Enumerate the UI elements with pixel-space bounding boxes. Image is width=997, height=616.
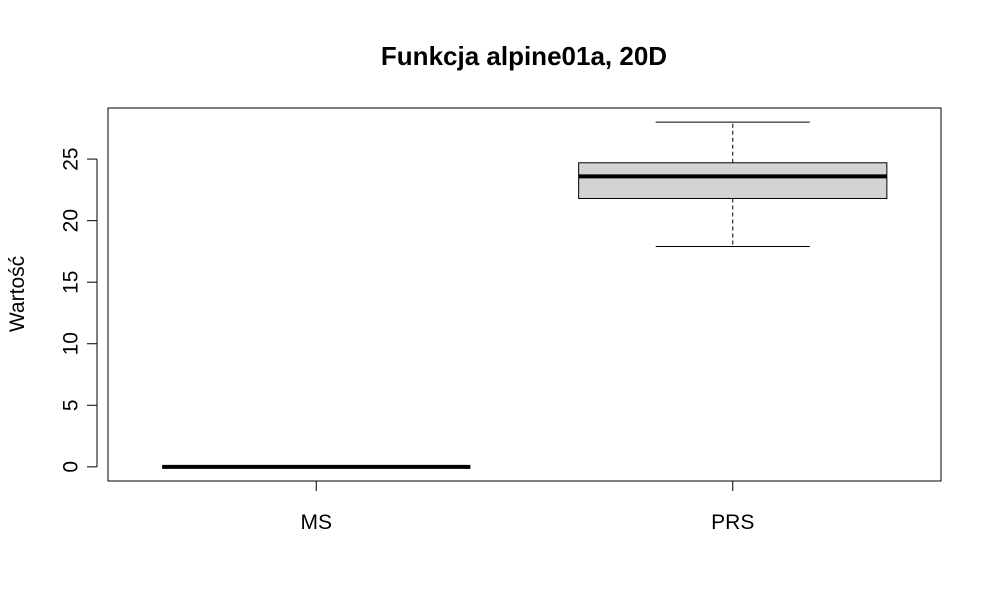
- y-tick-label: 10: [60, 332, 83, 355]
- y-tick-label: 20: [60, 209, 83, 232]
- y-axis-label: Wartość: [6, 256, 29, 332]
- chart-title: Funkcja alpine01a, 20D: [381, 41, 667, 71]
- plot-frame: [107, 107, 942, 482]
- x-tick-label: MS: [301, 511, 333, 534]
- box-prs: [578, 162, 888, 199]
- y-tick-label: 15: [60, 271, 83, 294]
- x-axis: MS PRS: [301, 481, 754, 534]
- x-tick-label: PRS: [711, 511, 754, 534]
- box-group: [162, 121, 888, 469]
- y-tick-label: 25: [60, 147, 83, 170]
- y-tick-label: 5: [60, 399, 83, 411]
- y-tick-label: 0: [60, 461, 83, 473]
- y-axis: 0 5 10 15 20 25: [60, 147, 98, 473]
